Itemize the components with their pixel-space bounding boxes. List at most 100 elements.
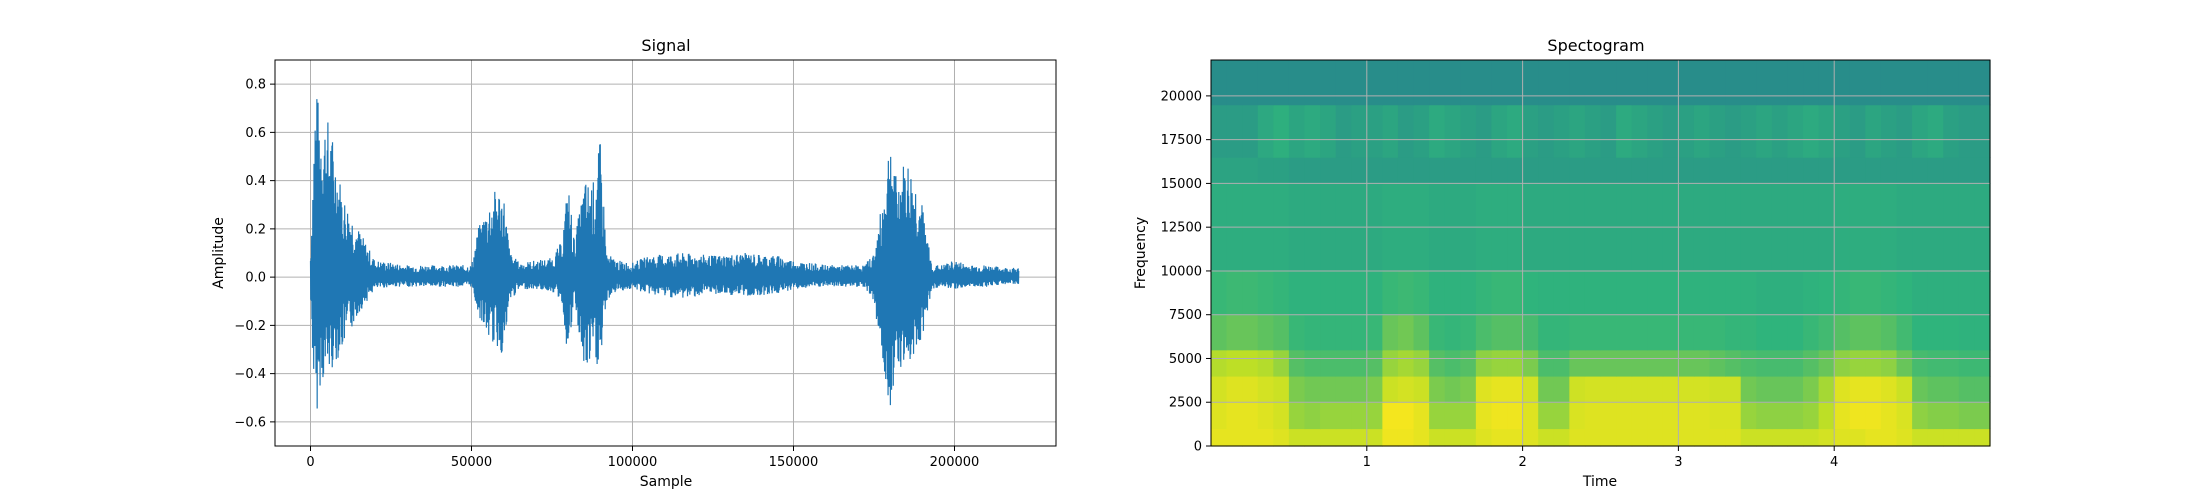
signal-y-tick-label: −0.6 — [234, 415, 266, 430]
spectrogram-cell — [1647, 349, 1664, 377]
spectrogram-cell — [1896, 428, 1913, 447]
spectrogram-cell — [1678, 60, 1695, 106]
spectrogram-cell — [1678, 314, 1695, 351]
spectrogram-cell — [1351, 402, 1368, 430]
spectrogram-cell — [1880, 157, 1898, 185]
spectrogram-cell — [1803, 375, 1820, 403]
spectrogram-cell — [1569, 375, 1586, 403]
spectrogram-cell — [1834, 314, 1851, 351]
spectrogram-cell — [1351, 428, 1368, 447]
spectrogram-cell — [1631, 428, 1648, 447]
spectrogram-cell — [1397, 157, 1415, 185]
spectrogram-axes-frame — [1210, 59, 1991, 447]
signal-y-tick-label: 0.4 — [245, 174, 266, 189]
spectrogram-cell — [1880, 428, 1898, 447]
spectrogram-cell — [1958, 104, 1976, 158]
spectrogram-cell — [1460, 60, 1477, 106]
spectrogram-x-tick-label: 4 — [1830, 455, 1838, 470]
spectrogram-cell — [1538, 270, 1555, 316]
spectrogram-cell — [1522, 60, 1539, 106]
spectrogram-cell — [1335, 60, 1352, 106]
spectrogram-cell — [1631, 157, 1648, 185]
spectrogram-y-tick-label: 0 — [1194, 440, 1202, 455]
spectrogram-cell — [1865, 349, 1882, 377]
spectrogram-cell — [1429, 375, 1446, 403]
spectrogram-cell — [1366, 428, 1383, 447]
spectrogram-cell — [1351, 375, 1368, 403]
spectrogram-cell — [1304, 104, 1321, 158]
spectrogram-cell — [1787, 157, 1804, 185]
signal-series-line — [309, 99, 1020, 409]
signal-y-tick-label: −0.4 — [234, 367, 266, 382]
spectrogram-cell — [1429, 157, 1446, 185]
spectrogram-cell — [1818, 375, 1835, 403]
spectrogram-cell — [1678, 104, 1695, 158]
spectrogram-cell — [1943, 375, 1960, 403]
spectrogram-cell — [1600, 428, 1617, 447]
spectrogram-cell — [1787, 270, 1804, 316]
spectrogram-cell — [1522, 349, 1539, 377]
spectrogram-cell — [1273, 60, 1290, 106]
spectrogram-cell — [1522, 375, 1539, 403]
spectrogram-cell — [1382, 270, 1399, 316]
signal-y-ticks: −0.6 −0.4 −0.2 0.0 0.2 0.4 0.6 0.8 — [234, 78, 275, 430]
spectrogram-cell — [1818, 314, 1835, 351]
spectrogram-cell — [1273, 270, 1290, 316]
spectrogram-cell — [1429, 270, 1446, 316]
spectrogram-cell — [1662, 314, 1679, 351]
spectrogram-cell — [1320, 270, 1337, 316]
spectrogram-cell — [1413, 428, 1430, 447]
spectrogram-y-tick-label: 17500 — [1161, 133, 1202, 148]
signal-y-tick-label: 0.6 — [245, 126, 266, 141]
spectrogram-cell — [1288, 402, 1306, 430]
spectrogram-cell — [1366, 375, 1383, 403]
spectrogram-cell — [1522, 314, 1539, 351]
spectrogram-cell — [1569, 314, 1586, 351]
spectrogram-cell — [1351, 270, 1368, 316]
spectrogram-cell — [1366, 314, 1383, 351]
spectrogram-cell — [1491, 402, 1508, 430]
spectrogram-cell — [1382, 60, 1399, 106]
spectrogram-cell — [1288, 428, 1306, 447]
spectrogram-cell — [1304, 402, 1321, 430]
spectrogram-cell — [1553, 270, 1570, 316]
spectrogram-cell — [1771, 60, 1789, 106]
spectrogram-cell — [1616, 402, 1633, 430]
spectrogram-cell — [1211, 428, 1228, 447]
spectrogram-cell — [1958, 428, 1976, 447]
spectrogram-cell — [1803, 428, 1820, 447]
spectrogram-cell — [1662, 104, 1679, 158]
spectrogram-cell — [1896, 375, 1913, 403]
spectrogram-cell — [1600, 402, 1617, 430]
spectrogram-cell — [1771, 375, 1789, 403]
spectrogram-cell — [1320, 402, 1337, 430]
spectrogram-cell — [1880, 314, 1898, 351]
spectrogram-cell — [1880, 104, 1898, 158]
spectrogram-cell — [1569, 104, 1586, 158]
spectrogram-cell — [1896, 157, 1913, 185]
spectrogram-cell — [1818, 60, 1835, 106]
spectrogram-cell — [1725, 60, 1742, 106]
spectrogram-cell — [1849, 402, 1866, 430]
spectrogram-cell — [1725, 375, 1742, 403]
spectrogram-cell — [1943, 349, 1960, 377]
spectrogram-x-tick-label: 3 — [1674, 455, 1682, 470]
spectrogram-cell — [1834, 402, 1851, 430]
spectrogram-cell — [1584, 157, 1602, 185]
signal-x-tick-label: 200000 — [930, 455, 980, 470]
spectrogram-cell — [1382, 104, 1399, 158]
spectrogram-cell — [1631, 60, 1648, 106]
spectrogram-cell — [1756, 157, 1773, 185]
spectrogram-cell — [1460, 270, 1477, 316]
spectrogram-cell — [1257, 270, 1274, 316]
spectrogram-cell — [1397, 104, 1415, 158]
spectrogram-cell — [1335, 428, 1352, 447]
spectrogram-cell — [1444, 428, 1461, 447]
spectrogram-cell — [1335, 270, 1352, 316]
spectrogram-cell — [1475, 157, 1493, 185]
spectrogram-cell — [1257, 349, 1274, 377]
spectrogram-cell — [1444, 157, 1461, 185]
spectrogram-cell — [1600, 375, 1617, 403]
spectrogram-cell — [1491, 60, 1508, 106]
spectrogram-cell — [1709, 104, 1726, 158]
